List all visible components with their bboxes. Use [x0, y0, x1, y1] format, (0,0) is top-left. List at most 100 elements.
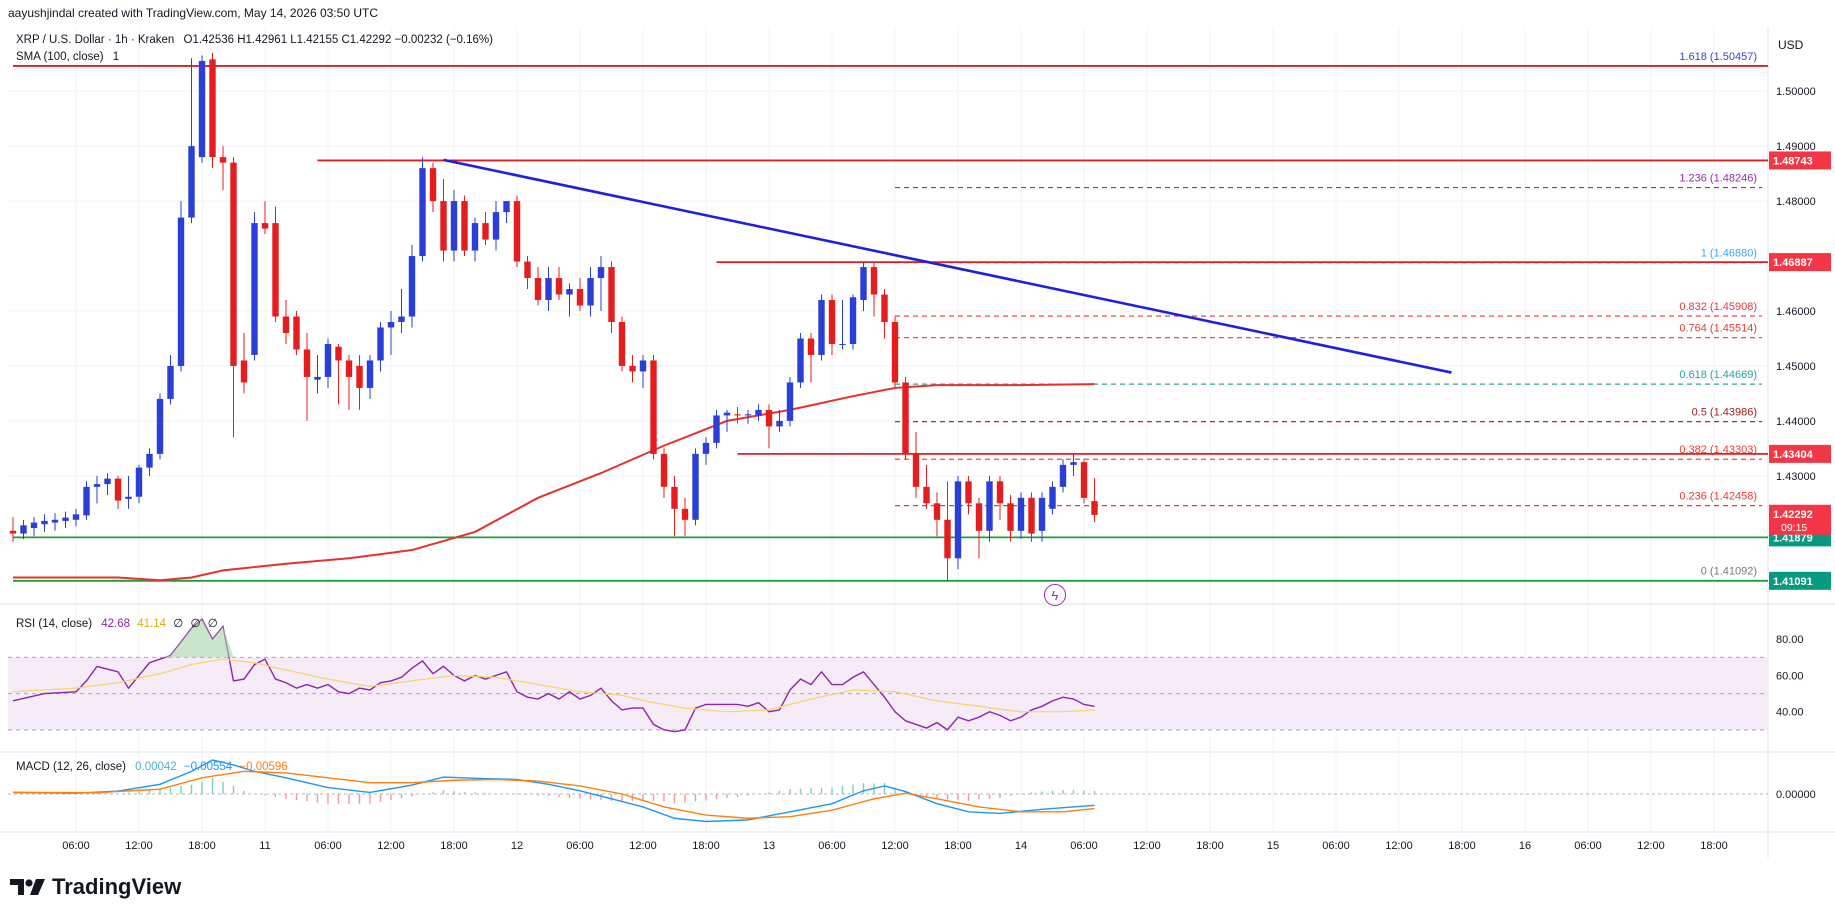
- time-tick-label: 06:00: [314, 840, 342, 852]
- candle-body: [366, 360, 374, 388]
- time-tick-label: 12:00: [125, 840, 153, 852]
- candle-body: [104, 478, 111, 485]
- candle-body: [618, 321, 626, 366]
- candle-body: [450, 201, 458, 251]
- candle-body: [156, 398, 164, 454]
- candle-body: [387, 321, 395, 328]
- rsi-legend[interactable]: RSI (14, close) 42.68 41.14 ∅ ∅ ∅: [16, 616, 218, 630]
- candle-body: [755, 409, 762, 416]
- tradingview-logo-icon: [10, 879, 45, 895]
- currency-label[interactable]: USD: [1778, 38, 1804, 52]
- level-price-tag: [1769, 444, 1831, 463]
- tradingview-wordmark: TradingView: [52, 874, 182, 899]
- candle-body: [996, 481, 1004, 504]
- candle-body: [83, 486, 90, 516]
- candle-body: [261, 223, 269, 229]
- candle-body: [776, 420, 783, 427]
- candle-body: [1038, 497, 1046, 531]
- candle-body: [482, 223, 489, 240]
- tradingview-logo[interactable]: TradingView: [10, 874, 181, 900]
- rsi-line: [12, 618, 1095, 733]
- candle-body: [419, 168, 426, 257]
- candle-body: [671, 486, 678, 509]
- current-price-tag: [1769, 504, 1831, 535]
- candle-body: [272, 223, 279, 317]
- candle-body: [20, 525, 27, 534]
- price-tick-label: 1.48000: [1776, 196, 1816, 208]
- candle-body: [471, 223, 479, 251]
- level-price-tag-text: 1.46887: [1773, 257, 1813, 269]
- candle-body: [576, 289, 584, 306]
- candle-body: [30, 522, 38, 529]
- time-tick-label: 12:00: [881, 840, 909, 852]
- candle-body: [135, 467, 143, 497]
- candle-body: [377, 327, 384, 361]
- time-tick-label: 06:00: [818, 840, 846, 852]
- candle-body: [797, 338, 804, 383]
- candle-body: [114, 478, 122, 501]
- symbol-title: XRP / U.S. Dollar · 1h · Kraken: [16, 34, 175, 46]
- time-tick-label: 18:00: [440, 840, 468, 852]
- time-tick-label: 12:00: [1133, 840, 1161, 852]
- level-price-tag-text: 1.41091: [1773, 576, 1813, 588]
- price-tick-label: 1.45000: [1776, 361, 1816, 373]
- candle-body: [335, 346, 342, 361]
- time-tick-label: 12:00: [1637, 840, 1665, 852]
- candle-body: [440, 201, 447, 251]
- rsi-value: 42.68: [101, 618, 131, 630]
- candle-body: [303, 349, 311, 377]
- candle-body: [72, 514, 80, 520]
- fibonacci-levels: 1.618 (1.50457) 1.236 (1.48246) 1 (1.46880…: [895, 51, 1762, 582]
- macd-legend[interactable]: MACD (12, 26, close) 0.00042 −0.00554 −0…: [16, 761, 288, 773]
- candle-body: [702, 442, 710, 454]
- candle-body: [891, 321, 899, 383]
- sma-label: SMA (100, close): [16, 51, 104, 63]
- time-tick-label: 06:00: [62, 840, 90, 852]
- candle-body: [965, 481, 972, 504]
- candle-body: [639, 360, 647, 372]
- candle-body: [566, 289, 573, 295]
- rsi-extra-2: ∅: [190, 618, 201, 630]
- fib-level-label: 1 (1.46880): [1701, 248, 1757, 260]
- sma-legend[interactable]: SMA (100, close) 1: [16, 51, 119, 63]
- candle-body: [408, 256, 416, 317]
- candle-body: [723, 412, 731, 416]
- candle-body: [713, 415, 720, 443]
- candle-body: [1049, 486, 1056, 509]
- candle-body: [293, 316, 300, 350]
- candle-body: [398, 316, 405, 322]
- lightning-icon[interactable]: ϟ: [1044, 584, 1066, 606]
- macd-line: [12, 759, 1095, 823]
- fib-level-label: 0.764 (1.45514): [1679, 323, 1757, 335]
- macd-hist-value: 0.00042: [135, 761, 177, 773]
- candle-body: [912, 453, 920, 487]
- candle-body: [555, 278, 563, 295]
- candle-body: [146, 453, 153, 468]
- time-tick-label: 18:00: [1700, 840, 1728, 852]
- candle-body: [219, 157, 227, 163]
- price-tick-label: 1.50000: [1776, 86, 1816, 98]
- time-tick-label: 12: [511, 840, 523, 852]
- rsi_ma-line: [12, 658, 1095, 713]
- level-price-tag-text: 1.43404: [1773, 449, 1814, 461]
- fib-level-label: 1.236 (1.48246): [1679, 173, 1757, 185]
- fib-level-label: 0.5 (1.43986): [1692, 407, 1757, 419]
- candle-body: [240, 360, 248, 383]
- candle-body: [1028, 497, 1035, 534]
- sma-100-line: [13, 383, 1095, 582]
- symbol-legend[interactable]: XRP / U.S. Dollar · 1h · Kraken O1.42536…: [16, 34, 493, 46]
- candle-body: [188, 146, 195, 218]
- candle-body: [807, 338, 815, 355]
- fib-level-label: 0.832 (1.45908): [1679, 301, 1757, 313]
- price-tick-label: 1.44000: [1776, 416, 1816, 428]
- candle-body: [660, 453, 668, 487]
- candle-body: [1059, 464, 1067, 487]
- macd-histogram: [22, 777, 1096, 804]
- candle-body: [818, 300, 825, 355]
- candle-body: [870, 267, 878, 295]
- candle-body: [587, 278, 594, 306]
- time-tick-label: 06:00: [1574, 840, 1602, 852]
- time-tick-label: 06:00: [1070, 840, 1098, 852]
